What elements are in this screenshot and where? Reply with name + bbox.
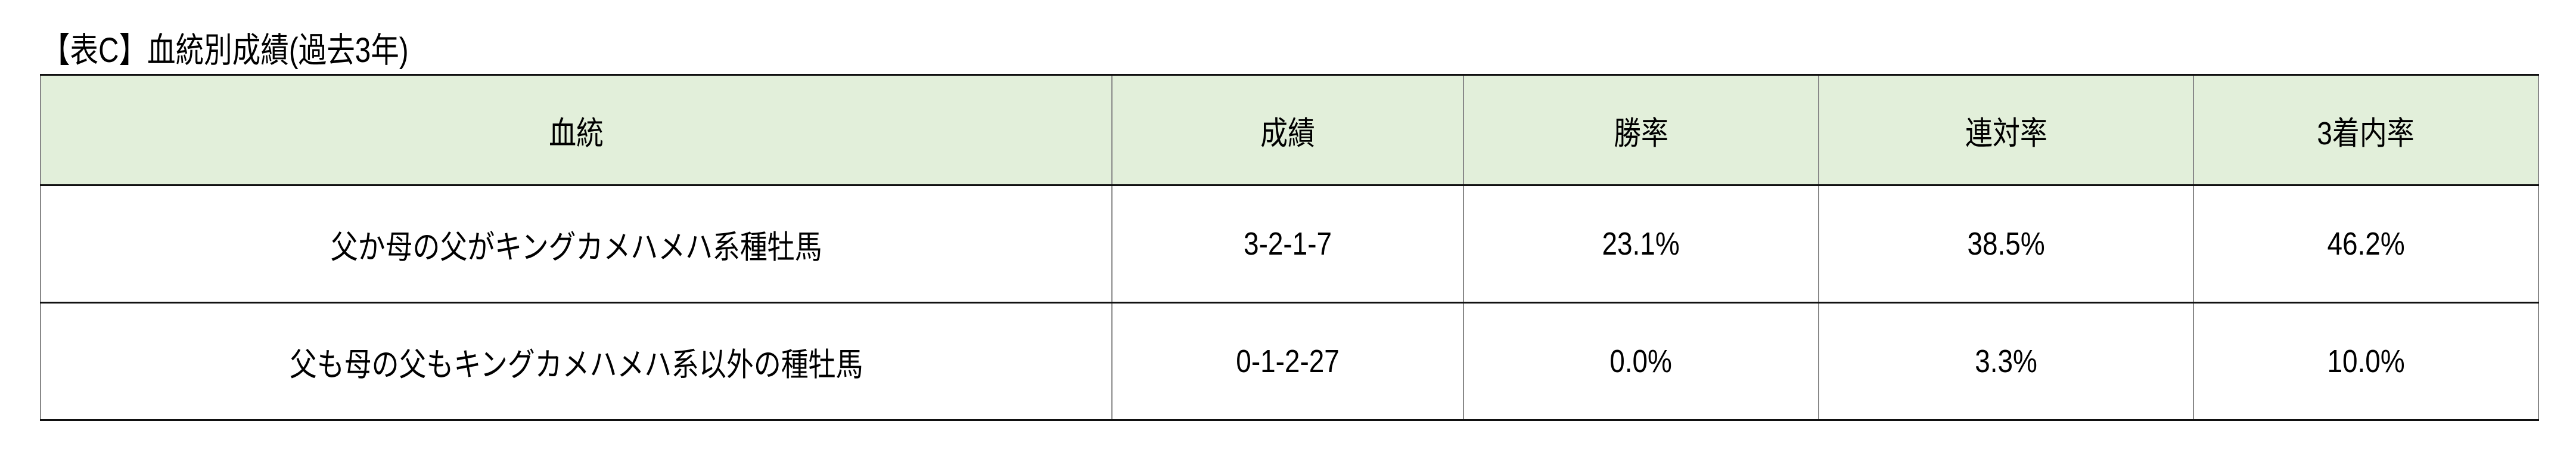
- header-row: 血統 成績 勝率 連対率 3着内率: [40, 74, 2539, 186]
- header-bloodline: 血統: [40, 74, 1113, 186]
- cell-text: 0-1-2-27: [1236, 343, 1340, 379]
- header-label: 3着内率: [2317, 115, 2415, 151]
- cell-bloodline: 父も母の父もキングカメハメハ系以外の種牡馬: [40, 302, 1113, 421]
- header-label: 成績: [1260, 115, 1315, 151]
- header-top3-rate: 3着内率: [2193, 74, 2539, 186]
- header-label: 勝率: [1614, 115, 1668, 151]
- cell-win-rate: 23.1%: [1463, 184, 1819, 304]
- header-label: 連対率: [1965, 115, 2047, 151]
- bloodline-results-table: 血統 成績 勝率 連対率 3着内率 父か母の父がキングカメハメハ系種牡馬 3-2…: [40, 74, 2539, 421]
- cell-top3-rate: 10.0%: [2193, 302, 2539, 421]
- header-win-rate: 勝率: [1463, 74, 1819, 186]
- cell-text: 父か母の父がキングカメハメハ系種牡馬: [330, 229, 822, 265]
- cell-text: 38.5%: [1967, 226, 2045, 262]
- header-record: 成績: [1111, 74, 1464, 186]
- header-label: 血統: [549, 115, 604, 151]
- header-top2-rate: 連対率: [1818, 74, 2194, 186]
- table-title: 【表C】血統別成績(過去3年): [42, 31, 409, 70]
- cell-text: 23.1%: [1602, 226, 1680, 262]
- cell-top3-rate: 46.2%: [2193, 184, 2539, 304]
- cell-text: 10.0%: [2327, 343, 2405, 379]
- cell-text: 父も母の父もキングカメハメハ系以外の種牡馬: [289, 346, 863, 383]
- cell-bloodline: 父か母の父がキングカメハメハ系種牡馬: [40, 184, 1113, 304]
- table-row: 父も母の父もキングカメハメハ系以外の種牡馬 0-1-2-27 0.0% 3.3%…: [40, 302, 2539, 421]
- cell-record: 0-1-2-27: [1111, 302, 1464, 421]
- cell-win-rate: 0.0%: [1463, 302, 1819, 421]
- table-row: 父か母の父がキングカメハメハ系種牡馬 3-2-1-7 23.1% 38.5% 4…: [40, 184, 2539, 304]
- cell-record: 3-2-1-7: [1111, 184, 1464, 304]
- cell-text: 0.0%: [1609, 343, 1673, 379]
- cell-text: 3-2-1-7: [1244, 226, 1332, 262]
- cell-top2-rate: 38.5%: [1818, 184, 2194, 304]
- cell-text: 3.3%: [1975, 343, 2037, 379]
- cell-text: 46.2%: [2327, 226, 2405, 262]
- cell-top2-rate: 3.3%: [1818, 302, 2194, 421]
